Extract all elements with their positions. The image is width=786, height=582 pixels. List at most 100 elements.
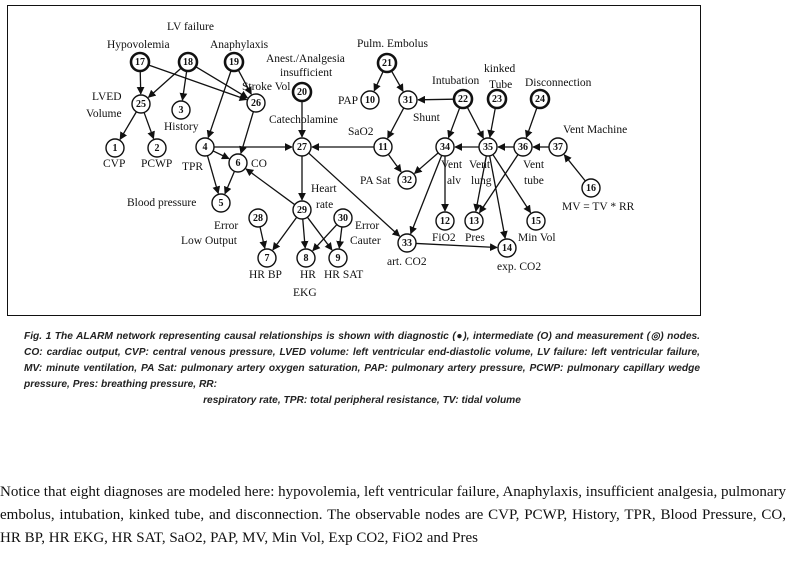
node-24: 24 Disconnection xyxy=(525,77,592,110)
node-25: 25 LVED Volume xyxy=(86,91,151,120)
node-label-35-1: lung xyxy=(471,175,492,187)
node-label-9: HR SAT xyxy=(324,269,363,281)
node-15: 15 Min Vol xyxy=(518,211,556,244)
edge-30-9 xyxy=(336,226,344,249)
node-number-34: 34 xyxy=(440,142,450,153)
node-8: 8 HR EKG xyxy=(293,248,317,299)
node-number-8: 8 xyxy=(304,253,309,264)
node-27: 27 Catecholamine xyxy=(269,114,338,157)
node-number-5: 5 xyxy=(219,198,224,209)
node-number-12: 12 xyxy=(440,216,450,227)
node-circle-8 xyxy=(296,248,316,268)
node-35: 35 Vent lung xyxy=(469,137,498,187)
node-circle-34 xyxy=(435,137,455,157)
node-number-17: 17 xyxy=(135,57,145,68)
node-20: 20 Anest./Analgesia insufficient xyxy=(266,53,345,103)
edge-16-37 xyxy=(563,154,586,182)
node-label-20: Anest./Analgesia xyxy=(266,53,345,65)
node-label-22: Intubation xyxy=(432,75,480,87)
node-2: 2 PCWP xyxy=(141,138,172,170)
edge-4-6 xyxy=(212,150,230,160)
node-label-23-1: Tube xyxy=(489,79,512,91)
node-circle-15 xyxy=(526,211,546,231)
node-number-27: 27 xyxy=(297,142,307,153)
edge-19-26 xyxy=(237,69,252,95)
node-circle-5 xyxy=(211,193,231,213)
node-label-36-1: tube xyxy=(524,175,544,187)
node-number-10: 10 xyxy=(365,95,375,106)
node-label-27: Catecholamine xyxy=(269,114,338,126)
node-number-16: 16 xyxy=(586,183,596,194)
edge-4-5 xyxy=(206,155,221,195)
edge-34-33 xyxy=(409,155,443,235)
edge-25-1 xyxy=(119,111,137,141)
node-label-16: MV = TV * RR xyxy=(562,201,635,213)
node-label-36: Vent xyxy=(523,159,545,171)
node-circle-29 xyxy=(292,200,312,220)
node-label-20-1: insufficient xyxy=(280,67,333,79)
node-13: 13 Pres xyxy=(464,211,485,244)
node-label-32: PA Sat xyxy=(360,175,391,187)
node-16: 16 MV = TV * RR xyxy=(562,178,635,213)
node-number-26: 26 xyxy=(251,98,261,109)
node-label-37: Vent Machine xyxy=(563,124,627,136)
node-label-25: LVED xyxy=(92,91,122,103)
node-number-3: 3 xyxy=(179,105,184,116)
edge-29-8 xyxy=(300,218,309,249)
edge-18-25 xyxy=(147,67,182,98)
node-number-29: 29 xyxy=(297,205,307,216)
node-label-21: Pulm. Embolus xyxy=(357,38,428,50)
node-number-21: 21 xyxy=(382,58,392,69)
node-number-4: 4 xyxy=(203,142,208,153)
node-circle-25 xyxy=(131,94,151,114)
node-circle-16 xyxy=(581,178,601,198)
edge-11-32 xyxy=(387,153,402,173)
caption-text: Fig. 1 The ALARM network representing ca… xyxy=(24,331,700,390)
node-11: 11 SaO2 xyxy=(348,126,393,157)
node-label-3: History xyxy=(164,121,199,133)
node-circle-20 xyxy=(291,81,313,103)
node-number-7: 7 xyxy=(265,253,270,264)
node-circle-4 xyxy=(195,137,215,157)
node-number-2: 2 xyxy=(155,143,160,154)
node-label-28-1: Low Output xyxy=(181,235,238,247)
node-circle-17 xyxy=(129,51,151,73)
node-circle-31 xyxy=(398,90,418,110)
node-number-33: 33 xyxy=(402,238,412,249)
node-label-33: art. CO2 xyxy=(387,256,427,268)
edge-28-7 xyxy=(259,226,268,250)
figure-caption: Fig. 1 The ALARM network representing ca… xyxy=(24,329,700,409)
node-21: 21 Pulm. Embolus xyxy=(357,38,428,74)
edge-17-25 xyxy=(136,70,145,95)
node-label-29-1: rate xyxy=(316,199,333,211)
node-label-8: HR xyxy=(300,269,316,281)
node-number-36: 36 xyxy=(518,142,528,153)
node-number-11: 11 xyxy=(378,142,387,153)
node-label-34: Vent xyxy=(441,159,463,171)
node-label-35: Vent xyxy=(469,159,491,171)
node-circle-9 xyxy=(328,248,348,268)
node-label-4: TPR xyxy=(182,161,203,173)
node-label-30: Error xyxy=(355,220,379,232)
edge-19-4 xyxy=(206,70,232,139)
node-19: 19 Anaphylaxis xyxy=(210,39,269,73)
node-circle-2 xyxy=(147,138,167,158)
edge-6-5 xyxy=(224,171,236,195)
node-3: 3 History xyxy=(164,100,199,133)
node-18: 18 LV failure xyxy=(167,21,214,73)
node-10: 10 PAP xyxy=(338,90,380,110)
node-number-32: 32 xyxy=(402,175,412,186)
node-label-6: CO xyxy=(251,158,267,170)
edge-36-13 xyxy=(478,154,519,214)
node-circle-23 xyxy=(486,88,508,110)
edge-18-26 xyxy=(195,66,249,99)
node-label-11: SaO2 xyxy=(348,126,374,138)
node-circle-11 xyxy=(373,137,393,157)
node-label-14: exp. CO2 xyxy=(497,261,541,273)
edge-35-13 xyxy=(473,155,487,212)
node-circle-35 xyxy=(478,137,498,157)
node-9: 9 HR SAT xyxy=(324,248,363,281)
